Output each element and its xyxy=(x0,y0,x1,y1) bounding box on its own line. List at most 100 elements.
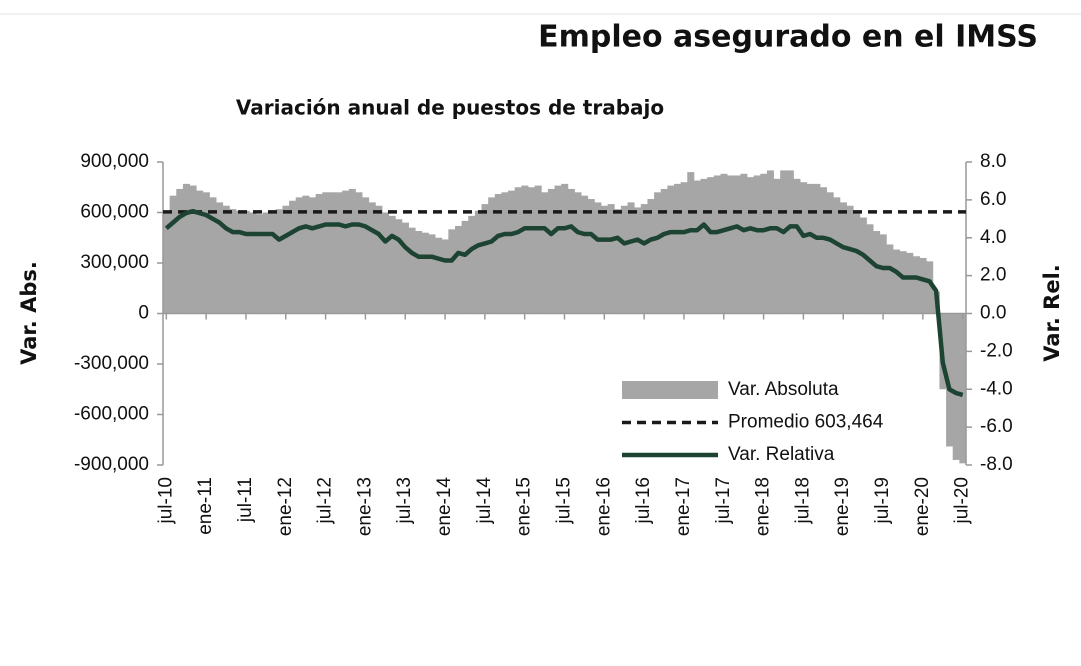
bar xyxy=(906,252,914,314)
bar xyxy=(468,215,476,314)
bar xyxy=(216,202,224,314)
bar xyxy=(428,234,436,314)
bar xyxy=(826,192,834,314)
y2-tick-label: 4.0 xyxy=(980,227,1006,248)
y2-tick-label: -6.0 xyxy=(980,416,1013,437)
bar xyxy=(514,187,522,314)
bar xyxy=(587,199,595,314)
bar xyxy=(647,199,655,314)
bar xyxy=(952,313,960,460)
bar xyxy=(740,173,748,314)
bar xyxy=(800,182,808,314)
y2-tick-label: 0.0 xyxy=(980,303,1006,324)
bar xyxy=(521,185,529,314)
y2-tick-label: 6.0 xyxy=(980,189,1006,210)
bar xyxy=(196,190,204,314)
bar xyxy=(820,187,828,314)
bar xyxy=(408,227,416,314)
bar xyxy=(846,205,854,314)
bar xyxy=(640,204,648,314)
bar xyxy=(912,256,920,314)
bar xyxy=(501,192,509,314)
bar xyxy=(607,204,615,314)
chart-title: Empleo asegurado en el IMSS xyxy=(538,20,1038,55)
bar xyxy=(547,188,555,314)
bar xyxy=(620,205,628,314)
bar xyxy=(176,188,184,314)
bar xyxy=(229,209,237,314)
y2-tick-label: -4.0 xyxy=(980,378,1013,399)
bar xyxy=(693,180,701,314)
bar xyxy=(222,205,230,314)
legend-label: Var. Absoluta xyxy=(728,379,839,400)
bar xyxy=(786,170,794,314)
bar xyxy=(720,173,728,314)
bar xyxy=(388,215,396,314)
bar xyxy=(328,192,336,314)
bar xyxy=(395,219,403,314)
bar xyxy=(654,192,662,314)
chart-subtitle: Variación anual de puestos de trabajo xyxy=(236,96,664,120)
bar xyxy=(594,202,602,314)
bar xyxy=(309,197,317,314)
y2-axis-label: Var. Rel. xyxy=(1040,264,1064,362)
bar xyxy=(249,212,257,314)
bar xyxy=(163,210,171,314)
bar xyxy=(355,192,363,314)
y-tick-label: -300,000 xyxy=(74,353,149,374)
bar xyxy=(859,217,867,314)
bar xyxy=(455,225,463,314)
bar xyxy=(295,197,303,314)
bar xyxy=(853,210,861,314)
x-tick-label: ene-11 xyxy=(195,477,216,535)
bar xyxy=(707,177,715,314)
bar xyxy=(541,192,549,314)
x-tick-label: jul-17 xyxy=(713,477,734,524)
x-tick-label: ene-15 xyxy=(514,477,535,536)
bar xyxy=(275,209,283,314)
bar xyxy=(674,183,682,314)
y-tick-label: -900,000 xyxy=(74,454,149,475)
bar xyxy=(753,175,761,314)
bar xyxy=(946,313,954,447)
bar xyxy=(262,212,270,314)
bar xyxy=(182,183,190,314)
bar xyxy=(382,212,390,314)
bar xyxy=(680,182,688,314)
bar xyxy=(302,195,310,314)
bar xyxy=(461,220,469,314)
y-axis-label: Var. Abs. xyxy=(17,261,41,365)
bar xyxy=(169,195,177,314)
bar xyxy=(899,251,907,314)
bar xyxy=(780,170,788,314)
bar xyxy=(713,175,721,314)
bar xyxy=(189,185,197,314)
x-tick-label: jul-14 xyxy=(474,477,495,525)
bar xyxy=(368,202,376,314)
bar xyxy=(561,183,569,314)
bar xyxy=(362,197,370,314)
bar xyxy=(660,188,668,314)
bar xyxy=(866,224,874,314)
bar xyxy=(534,185,542,314)
bar xyxy=(421,232,429,314)
bar xyxy=(667,185,675,314)
x-tick-label: ene-17 xyxy=(673,477,694,536)
y2-tick-label: 2.0 xyxy=(980,265,1006,286)
bar xyxy=(269,210,277,314)
x-tick-label: ene-16 xyxy=(593,477,614,536)
bar xyxy=(839,202,847,314)
bar xyxy=(727,175,735,314)
bar xyxy=(813,183,821,314)
x-tick-label: jul-18 xyxy=(792,477,813,524)
bar xyxy=(448,229,456,314)
bar xyxy=(481,204,489,314)
bar xyxy=(581,195,589,314)
bar xyxy=(879,234,887,314)
bar xyxy=(315,193,323,314)
legend-swatch xyxy=(622,381,718,399)
x-tick-label: ene-18 xyxy=(753,477,774,536)
bar xyxy=(773,178,781,314)
x-tick-label: jul-15 xyxy=(554,477,575,524)
y-tick-label: 600,000 xyxy=(80,202,149,223)
